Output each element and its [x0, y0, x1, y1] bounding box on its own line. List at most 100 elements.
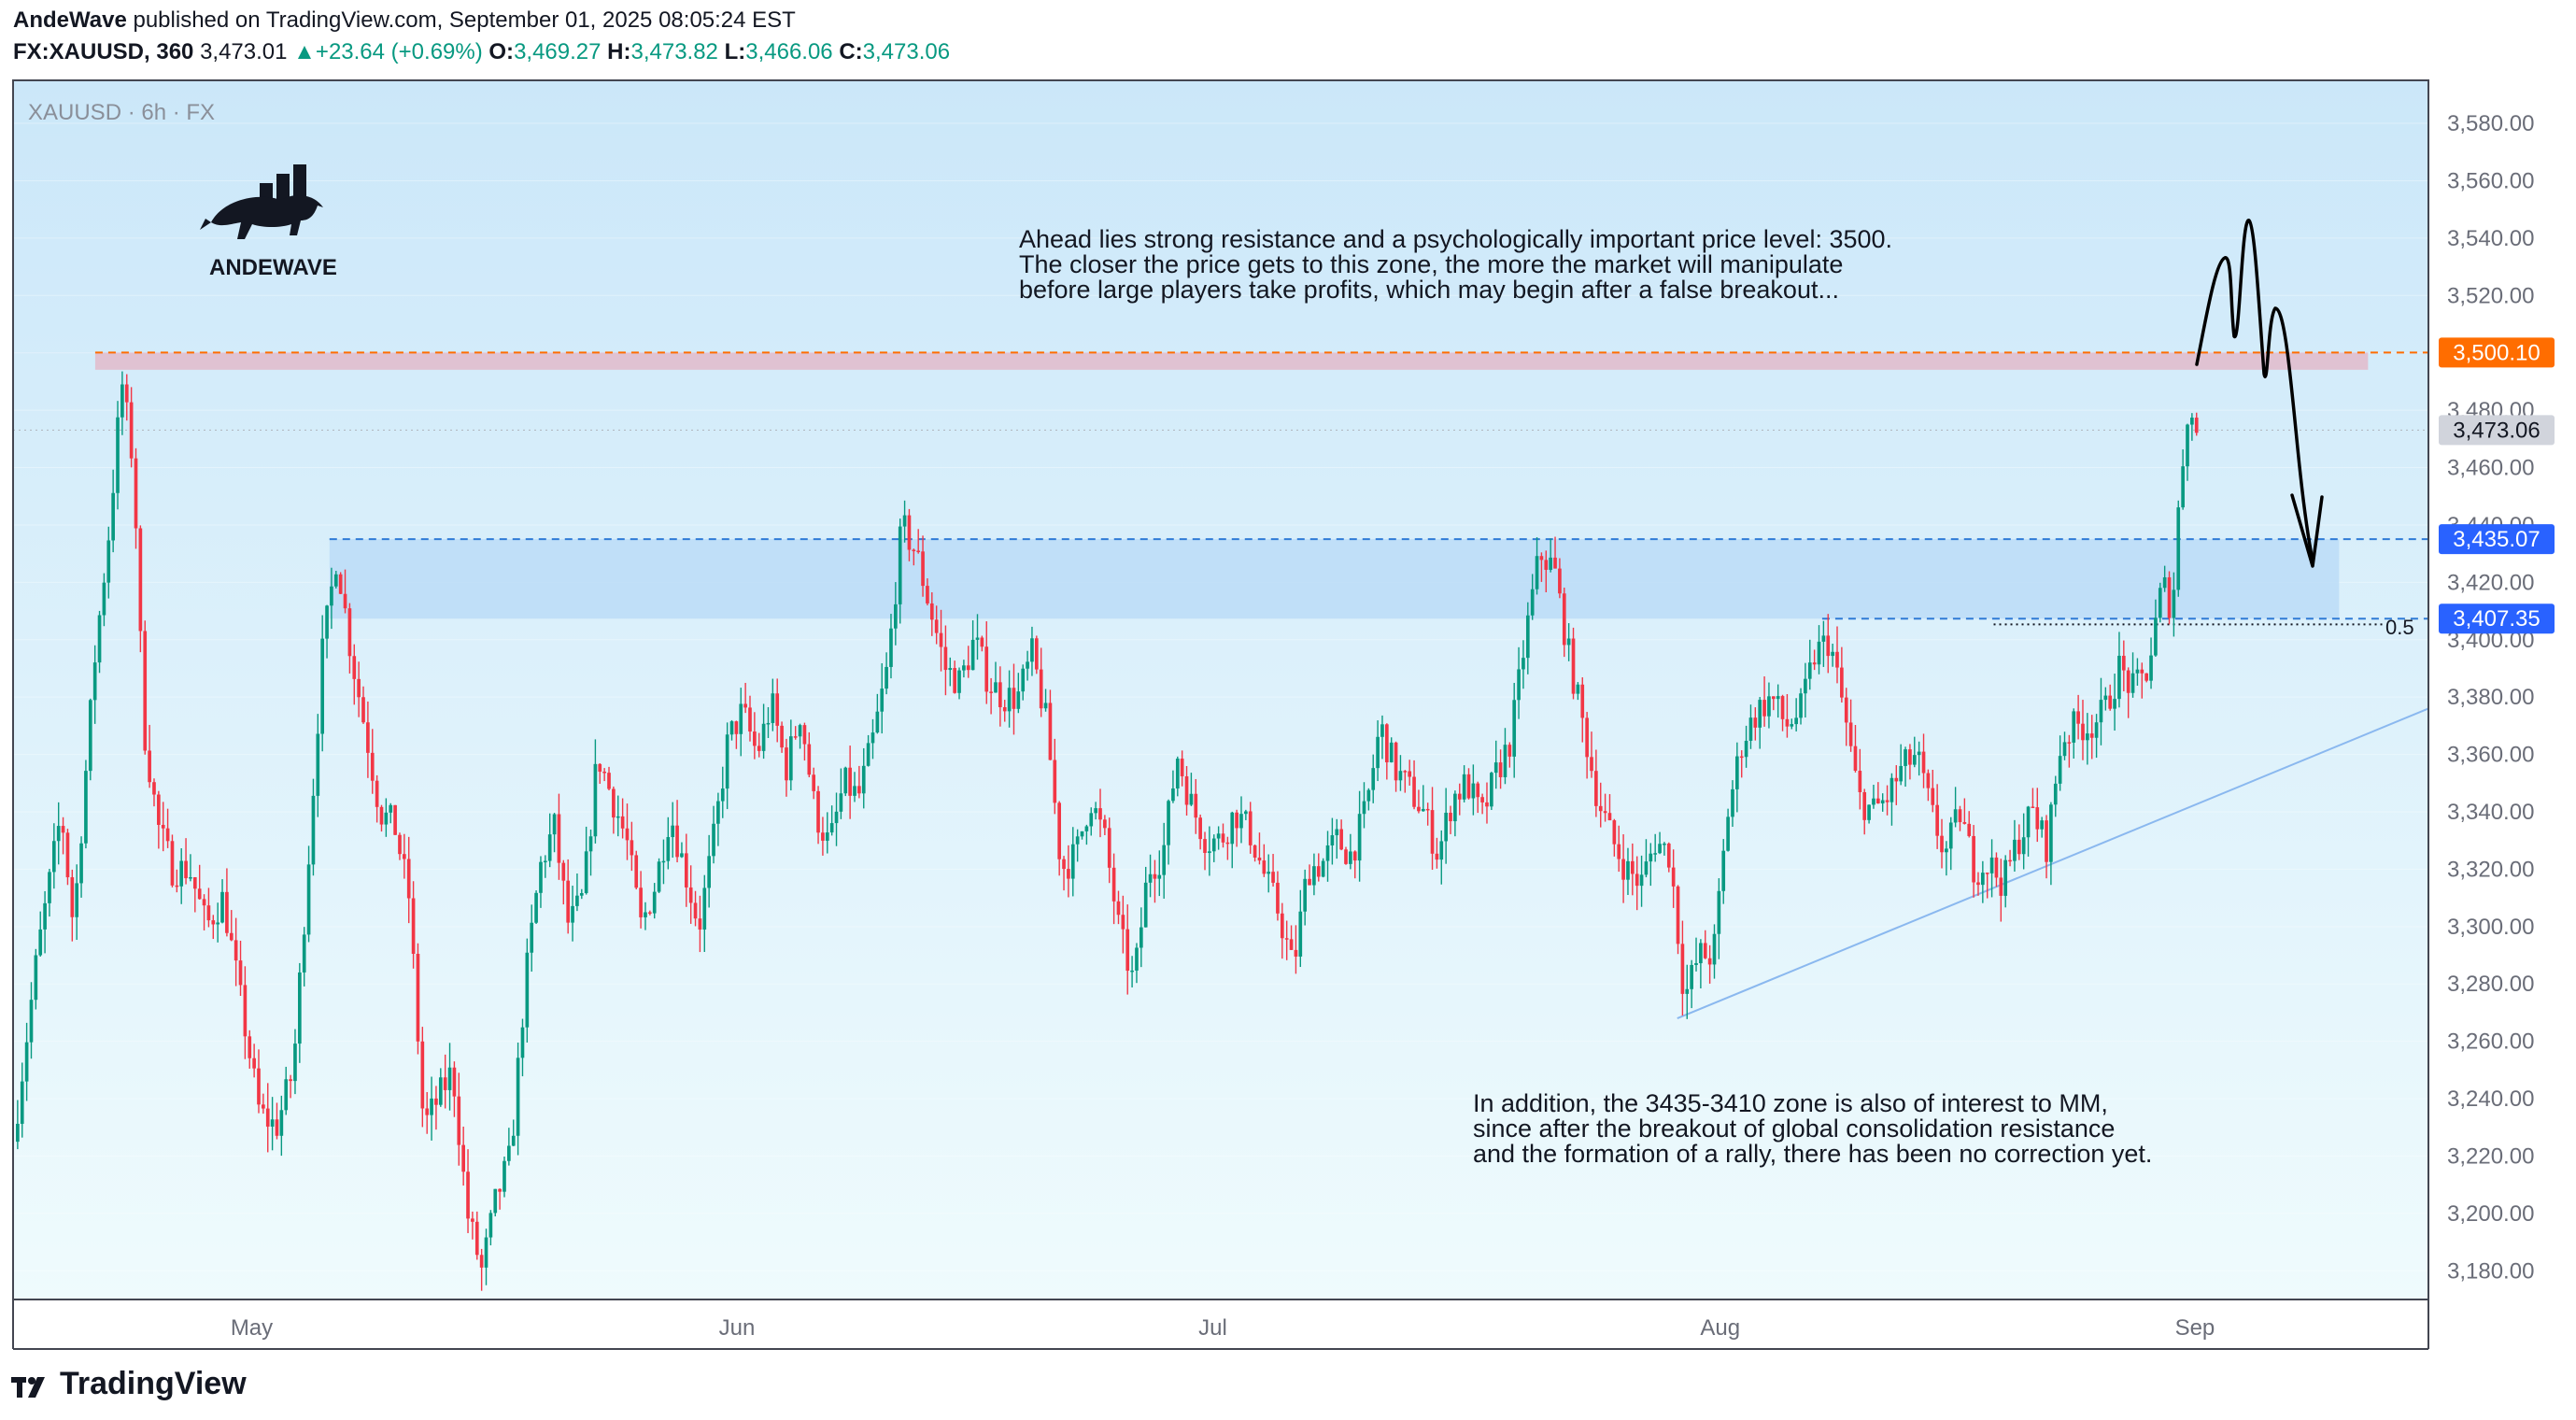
candle-body [262, 1104, 265, 1109]
candle-body [948, 668, 953, 671]
candle-body [333, 574, 338, 587]
candle-body [934, 619, 939, 633]
candle-body [1362, 801, 1366, 815]
annotation-top-line-3: before large players take profits, which… [1019, 276, 1839, 304]
symbol-name[interactable]: FX:XAUUSD, 360 [13, 39, 194, 64]
candle-body [88, 700, 92, 772]
tradingview-footer[interactable]: TradingView [11, 1366, 247, 1402]
candle-body [1799, 693, 1803, 718]
candle-body [2094, 722, 2099, 738]
candle-body [1248, 811, 1253, 845]
candle-body [1026, 661, 1029, 669]
candle-body [289, 1079, 292, 1082]
price-label-text: 3,435.07 [2453, 527, 2540, 552]
candle-body [1826, 635, 1831, 657]
candle-body [880, 689, 885, 712]
trend-line[interactable] [1677, 707, 2428, 1020]
candle-body [943, 646, 948, 671]
candle-body [106, 540, 111, 583]
price-label-box[interactable] [2439, 524, 2555, 555]
candle-body [1558, 568, 1562, 594]
candle-body [138, 528, 143, 632]
candle-body [1325, 845, 1330, 861]
candle-body [712, 823, 715, 857]
candle-body [1817, 641, 1821, 665]
candle-body [1184, 775, 1189, 805]
annotation-bottom-line-3: and the formation of a rally, there has … [1473, 1140, 2152, 1168]
candle-body [775, 693, 780, 726]
candle-body [2103, 695, 2108, 701]
candle-body [2190, 418, 2194, 425]
candle-body [1408, 771, 1412, 777]
candle-body [1663, 843, 1666, 845]
candle-body [1490, 773, 1493, 807]
logo-text: ANDEWAVE [209, 255, 337, 280]
candle-body [1553, 557, 1557, 569]
candle-body [1649, 853, 1653, 862]
candle-body [452, 1067, 457, 1097]
candle-body [579, 893, 584, 896]
candle-body [293, 1044, 297, 1082]
candle-body [630, 840, 634, 856]
candle-body [1139, 927, 1143, 948]
candle-body [1603, 811, 1607, 814]
candle-body [1626, 860, 1630, 880]
candle-body [1744, 740, 1748, 758]
candle-body [1571, 638, 1576, 694]
high-value: 3,473.82 [630, 39, 718, 64]
price-axis[interactable]: 3,580.003,560.003,540.003,520.003,500.00… [2447, 111, 2534, 1284]
candle-body [1776, 696, 1780, 700]
price-label-box[interactable] [2439, 337, 2555, 368]
candle-body [2130, 673, 2135, 693]
candle-body [1007, 688, 1012, 712]
author-name[interactable]: AndeWave [13, 7, 127, 33]
candles [16, 371, 2199, 1291]
y-tick-label: 3,580.00 [2447, 111, 2534, 136]
candle-body [1976, 882, 1980, 886]
candle-body [2086, 733, 2089, 741]
candle-body [2194, 418, 2199, 433]
price-label-box[interactable] [2439, 604, 2555, 634]
candle-body [1130, 970, 1134, 973]
annotation-top[interactable]: Ahead lies strong resistance and a psych… [1019, 225, 1892, 304]
candle-body [543, 860, 547, 863]
candle-body [498, 1188, 502, 1192]
price-label-box[interactable] [2439, 415, 2555, 446]
price-label-text: 3,407.35 [2453, 606, 2540, 632]
candle-body [534, 892, 538, 923]
candle-body [157, 794, 161, 825]
candle-body [1208, 851, 1211, 854]
candle-body [2089, 733, 2094, 738]
x-tick-label: Jun [719, 1315, 756, 1341]
candle-body [202, 899, 206, 906]
candle-body [1012, 688, 1016, 709]
candle-body [1053, 760, 1057, 803]
candle-body [620, 816, 625, 829]
candle-body [1148, 873, 1153, 883]
resistance-zone[interactable] [94, 352, 2369, 370]
candle-body [2040, 820, 2044, 830]
published-text: published on TradingView.com, September … [126, 7, 796, 33]
forecast-path[interactable] [2195, 219, 2314, 562]
candle-body [1635, 873, 1639, 887]
candle-body [1935, 804, 1939, 836]
candle-body [51, 841, 56, 873]
candle-body [1753, 717, 1758, 728]
candle-body [1530, 589, 1535, 616]
annotation-bottom[interactable]: In addition, the 3435-3410 zone is also … [1473, 1089, 2152, 1168]
candle-body [165, 828, 170, 842]
candle-body [2049, 804, 2053, 862]
tradingview-logo-icon [11, 1371, 50, 1398]
candle-body [179, 860, 184, 887]
candle-body [384, 812, 389, 825]
candle-body [1167, 801, 1170, 845]
price-label-text: 3,500.10 [2453, 340, 2540, 365]
time-axis[interactable]: May Jun Jul Aug Sep [231, 1315, 2215, 1341]
candle-body [1321, 860, 1325, 877]
candle-body [1143, 882, 1148, 928]
candle-body [2013, 839, 2017, 861]
candle-body [1762, 700, 1766, 717]
candle-body [416, 953, 420, 1042]
demand-zone[interactable] [329, 539, 2340, 619]
